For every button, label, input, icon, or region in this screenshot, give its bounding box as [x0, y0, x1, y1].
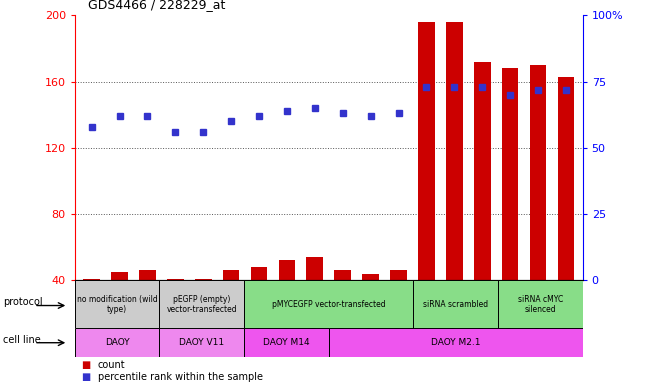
Bar	[474, 62, 491, 280]
Text: pMYCEGFP vector-transfected: pMYCEGFP vector-transfected	[272, 300, 385, 309]
Bar	[502, 68, 518, 280]
Text: siRNA scrambled: siRNA scrambled	[423, 300, 488, 309]
Bar	[195, 279, 212, 280]
Bar	[279, 260, 296, 280]
Text: protocol: protocol	[3, 297, 43, 307]
Bar	[307, 257, 323, 280]
Text: siRNA cMYC
silenced: siRNA cMYC silenced	[518, 295, 563, 314]
Text: percentile rank within the sample: percentile rank within the sample	[98, 372, 262, 382]
Bar	[390, 270, 407, 280]
Text: count: count	[98, 360, 125, 370]
Bar	[111, 272, 128, 280]
Bar	[557, 77, 574, 280]
Text: no modification (wild
type): no modification (wild type)	[77, 295, 158, 314]
Text: pEGFP (empty)
vector-transfected: pEGFP (empty) vector-transfected	[167, 295, 237, 314]
Text: DAOY: DAOY	[105, 338, 130, 347]
Text: DAOY V11: DAOY V11	[179, 338, 225, 347]
Bar	[159, 280, 244, 328]
Text: cell line: cell line	[3, 335, 41, 345]
Bar	[530, 65, 546, 280]
Bar	[335, 270, 351, 280]
Bar	[329, 328, 583, 357]
Bar	[446, 22, 463, 280]
Text: ■: ■	[81, 372, 90, 382]
Bar	[362, 274, 379, 280]
Text: GDS4466 / 228229_at: GDS4466 / 228229_at	[88, 0, 225, 12]
Bar	[244, 280, 413, 328]
Bar	[75, 280, 159, 328]
Bar	[167, 279, 184, 280]
Bar	[83, 279, 100, 280]
Bar	[498, 280, 583, 328]
Bar	[251, 267, 268, 280]
Bar	[75, 328, 159, 357]
Bar	[223, 270, 240, 280]
Text: ■: ■	[81, 360, 90, 370]
Text: DAOY M2.1: DAOY M2.1	[431, 338, 480, 347]
Bar	[418, 22, 435, 280]
Bar	[139, 270, 156, 280]
Bar	[159, 328, 244, 357]
Bar	[244, 328, 329, 357]
Text: DAOY M14: DAOY M14	[263, 338, 310, 347]
Bar	[413, 280, 498, 328]
